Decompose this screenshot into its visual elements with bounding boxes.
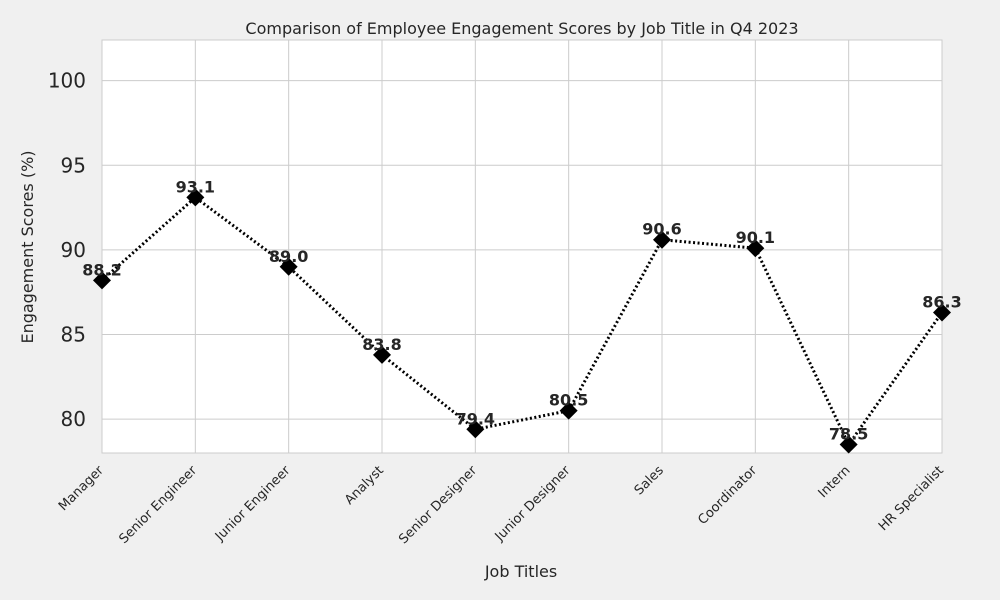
data-label: 80.5 [549, 391, 588, 410]
y-axis-label: Engagement Scores (%) [18, 150, 37, 343]
y-tick-label: 80 [61, 407, 86, 431]
data-labels: 88.2 93.1 89.0 83.8 79.4 80.5 90.6 90.1 78.5 86.3 [82, 177, 961, 443]
data-point-marker [466, 420, 485, 439]
x-tick-label: Junior Designer [492, 463, 574, 545]
data-point-marker [186, 188, 205, 207]
data-point-marker [653, 230, 671, 249]
data-label: 90.6 [642, 220, 681, 239]
x-tick-label: Junior Engineer [212, 463, 294, 545]
x-tick-label: Intern [816, 463, 854, 501]
data-markers [93, 188, 951, 454]
x-tick-label: Senior Designer [396, 463, 480, 547]
data-label: 83.8 [362, 335, 401, 354]
x-tick-label: Sales [632, 463, 667, 498]
grid-lines [101, 40, 943, 453]
data-label: 90.1 [736, 228, 775, 247]
data-label: 88.2 [82, 260, 121, 279]
y-tick-label: 90 [61, 238, 86, 262]
y-tick-label: 100 [48, 69, 86, 93]
x-tick-label: Analyst [342, 463, 387, 508]
y-tick-label: 85 [61, 323, 86, 347]
data-point-marker [746, 239, 765, 258]
plot-area [101, 39, 943, 454]
data-label: 79.4 [456, 409, 495, 428]
data-point-marker [559, 401, 578, 420]
chart-title: Comparison of Employee Engagement Scores… [245, 19, 798, 38]
data-label: 89.0 [269, 247, 308, 266]
data-point-marker [933, 303, 951, 322]
x-tick-label: Manager [56, 463, 107, 514]
x-tick-labels: Manager Senior Engineer Junior Engineer Ana… [56, 463, 947, 547]
x-axis-label: Job Titles [484, 562, 557, 581]
data-point-marker [279, 257, 298, 276]
x-tick-label: HR Specialist [876, 463, 947, 534]
data-label: 86.3 [922, 293, 961, 312]
y-tick-label: 95 [61, 153, 86, 177]
data-point-marker [839, 435, 858, 454]
x-tick-label: Coordinator [695, 463, 760, 528]
data-point-marker [373, 345, 391, 364]
x-tick-label: Senior Engineer [116, 463, 200, 547]
data-label: 93.1 [176, 177, 215, 196]
data-label: 78.5 [829, 425, 868, 444]
y-tick-labels: 80 85 90 95 100 [48, 69, 86, 432]
series-line [101, 195, 944, 448]
data-point-marker [93, 271, 111, 290]
